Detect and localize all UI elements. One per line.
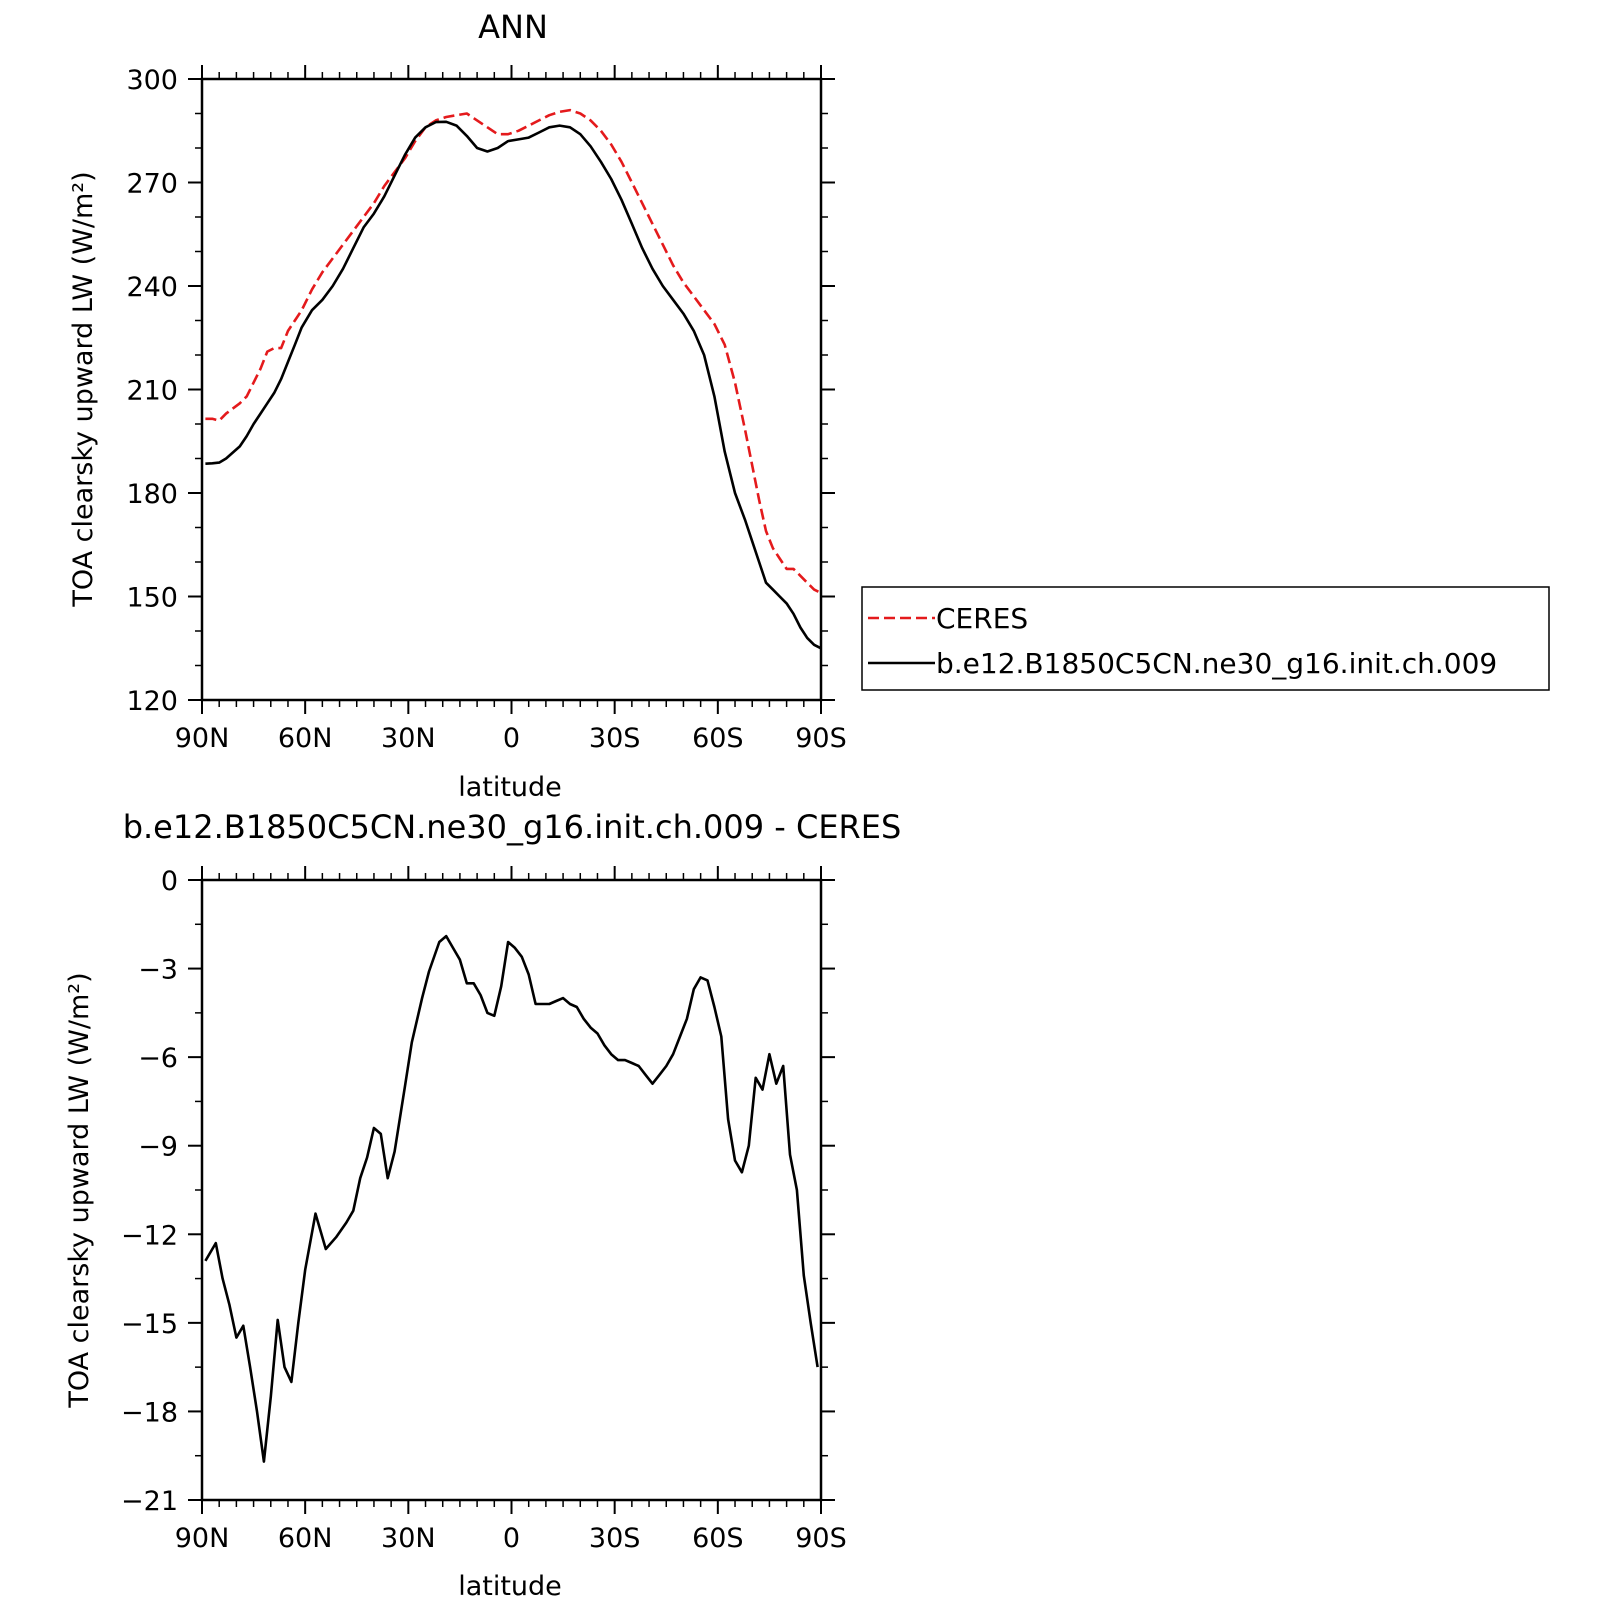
bottom-chart-y-tick-label: −12 (121, 1220, 178, 1251)
bottom-chart-y-tick-label: 0 (161, 866, 178, 897)
top-chart-x-tick-label: 90S (795, 723, 847, 754)
top-chart-x-tick-label: 0 (503, 723, 520, 754)
top-chart-x-tick-label: 60S (692, 723, 744, 754)
top-chart-ticks: 90N 60N 30N 0 30S 60S 90S 300 270 240 210 180 150 120 (126, 65, 847, 754)
legend-label-model: b.e12.B1850C5CN.ne30_g16.init.ch.009 (936, 647, 1497, 680)
bottom-chart-x-tick-label: 60N (278, 1523, 333, 1554)
top-chart-y-tick-label: 210 (126, 376, 178, 407)
bottom-chart-x-tick-label: 90N (175, 1523, 230, 1554)
top-chart-series-ceres-line (205, 108, 822, 595)
top-chart-y-tick-label: 270 (126, 169, 178, 200)
top-chart-series-model-line (205, 120, 822, 650)
bottom-chart-title: b.e12.B1850C5CN.ne30_g16.init.ch.009 - C… (123, 808, 902, 846)
bottom-chart-y-tick-label: −21 (121, 1486, 178, 1517)
bottom-chart-y-tick-label: −3 (138, 955, 178, 986)
bottom-chart-x-tick-label: 90S (795, 1523, 847, 1554)
top-chart-series (205, 108, 822, 650)
top-chart-y-tick-label: 300 (126, 65, 178, 96)
top-chart-x-tick-label: 30N (381, 723, 436, 754)
bottom-chart-x-tick-label: 30S (589, 1523, 641, 1554)
top-chart-y-tick-label: 120 (126, 686, 178, 717)
legend-box (861, 586, 1550, 691)
top-chart-x-tick-label: 60N (278, 723, 333, 754)
top-chart-y-tick-label: 150 (126, 583, 178, 614)
bottom-chart-y-tick-label: −15 (121, 1309, 178, 1340)
bottom-chart-series-model-line (204, 934, 819, 1463)
bottom-chart-x-tick-label: 0 (503, 1523, 520, 1554)
bottom-chart-y-tick-label: −6 (138, 1043, 178, 1074)
top-chart-x-tick-label: 90N (175, 723, 230, 754)
top-chart-y-tick-label: 180 (126, 479, 178, 510)
bottom-chart-plot-frame (200, 878, 823, 1502)
bottom-chart-y-tick-label: −18 (121, 1397, 178, 1428)
top-chart-x-tick-label: 30S (589, 723, 641, 754)
legend-label-ceres: CERES (936, 602, 1028, 635)
top-chart-plot-frame (200, 77, 823, 702)
bottom-chart-series (204, 934, 819, 1463)
top-chart-title: ANN (478, 8, 548, 46)
bottom-chart-x-tick-label: 30N (381, 1523, 436, 1554)
bottom-chart-ticks: 90N 60N 30N 0 30S 60S 90S 0 −3 −6 −9 −12 −15 −18 −21 (121, 866, 847, 1554)
top-chart-y-axis-label: TOA clearsky upward LW (W/m²) (68, 171, 99, 607)
top-chart-panel: ANN TOA clearsky upward LW (W/m²) latitu… (68, 8, 847, 803)
bottom-chart-panel: b.e12.B1850C5CN.ne30_g16.init.ch.009 - C… (64, 808, 901, 1602)
bottom-chart-x-axis-label: latitude (458, 1571, 562, 1602)
top-chart-y-tick-label: 240 (126, 272, 178, 303)
bottom-chart-x-tick-label: 60S (692, 1523, 744, 1554)
top-chart-legend: CERES b.e12.B1850C5CN.ne30_g16.init.ch.0… (861, 586, 1550, 691)
bottom-chart-y-axis-label: TOA clearsky upward LW (W/m²) (64, 972, 95, 1408)
bottom-chart-y-tick-label: −9 (138, 1132, 178, 1163)
top-chart-x-axis-label: latitude (458, 772, 562, 803)
